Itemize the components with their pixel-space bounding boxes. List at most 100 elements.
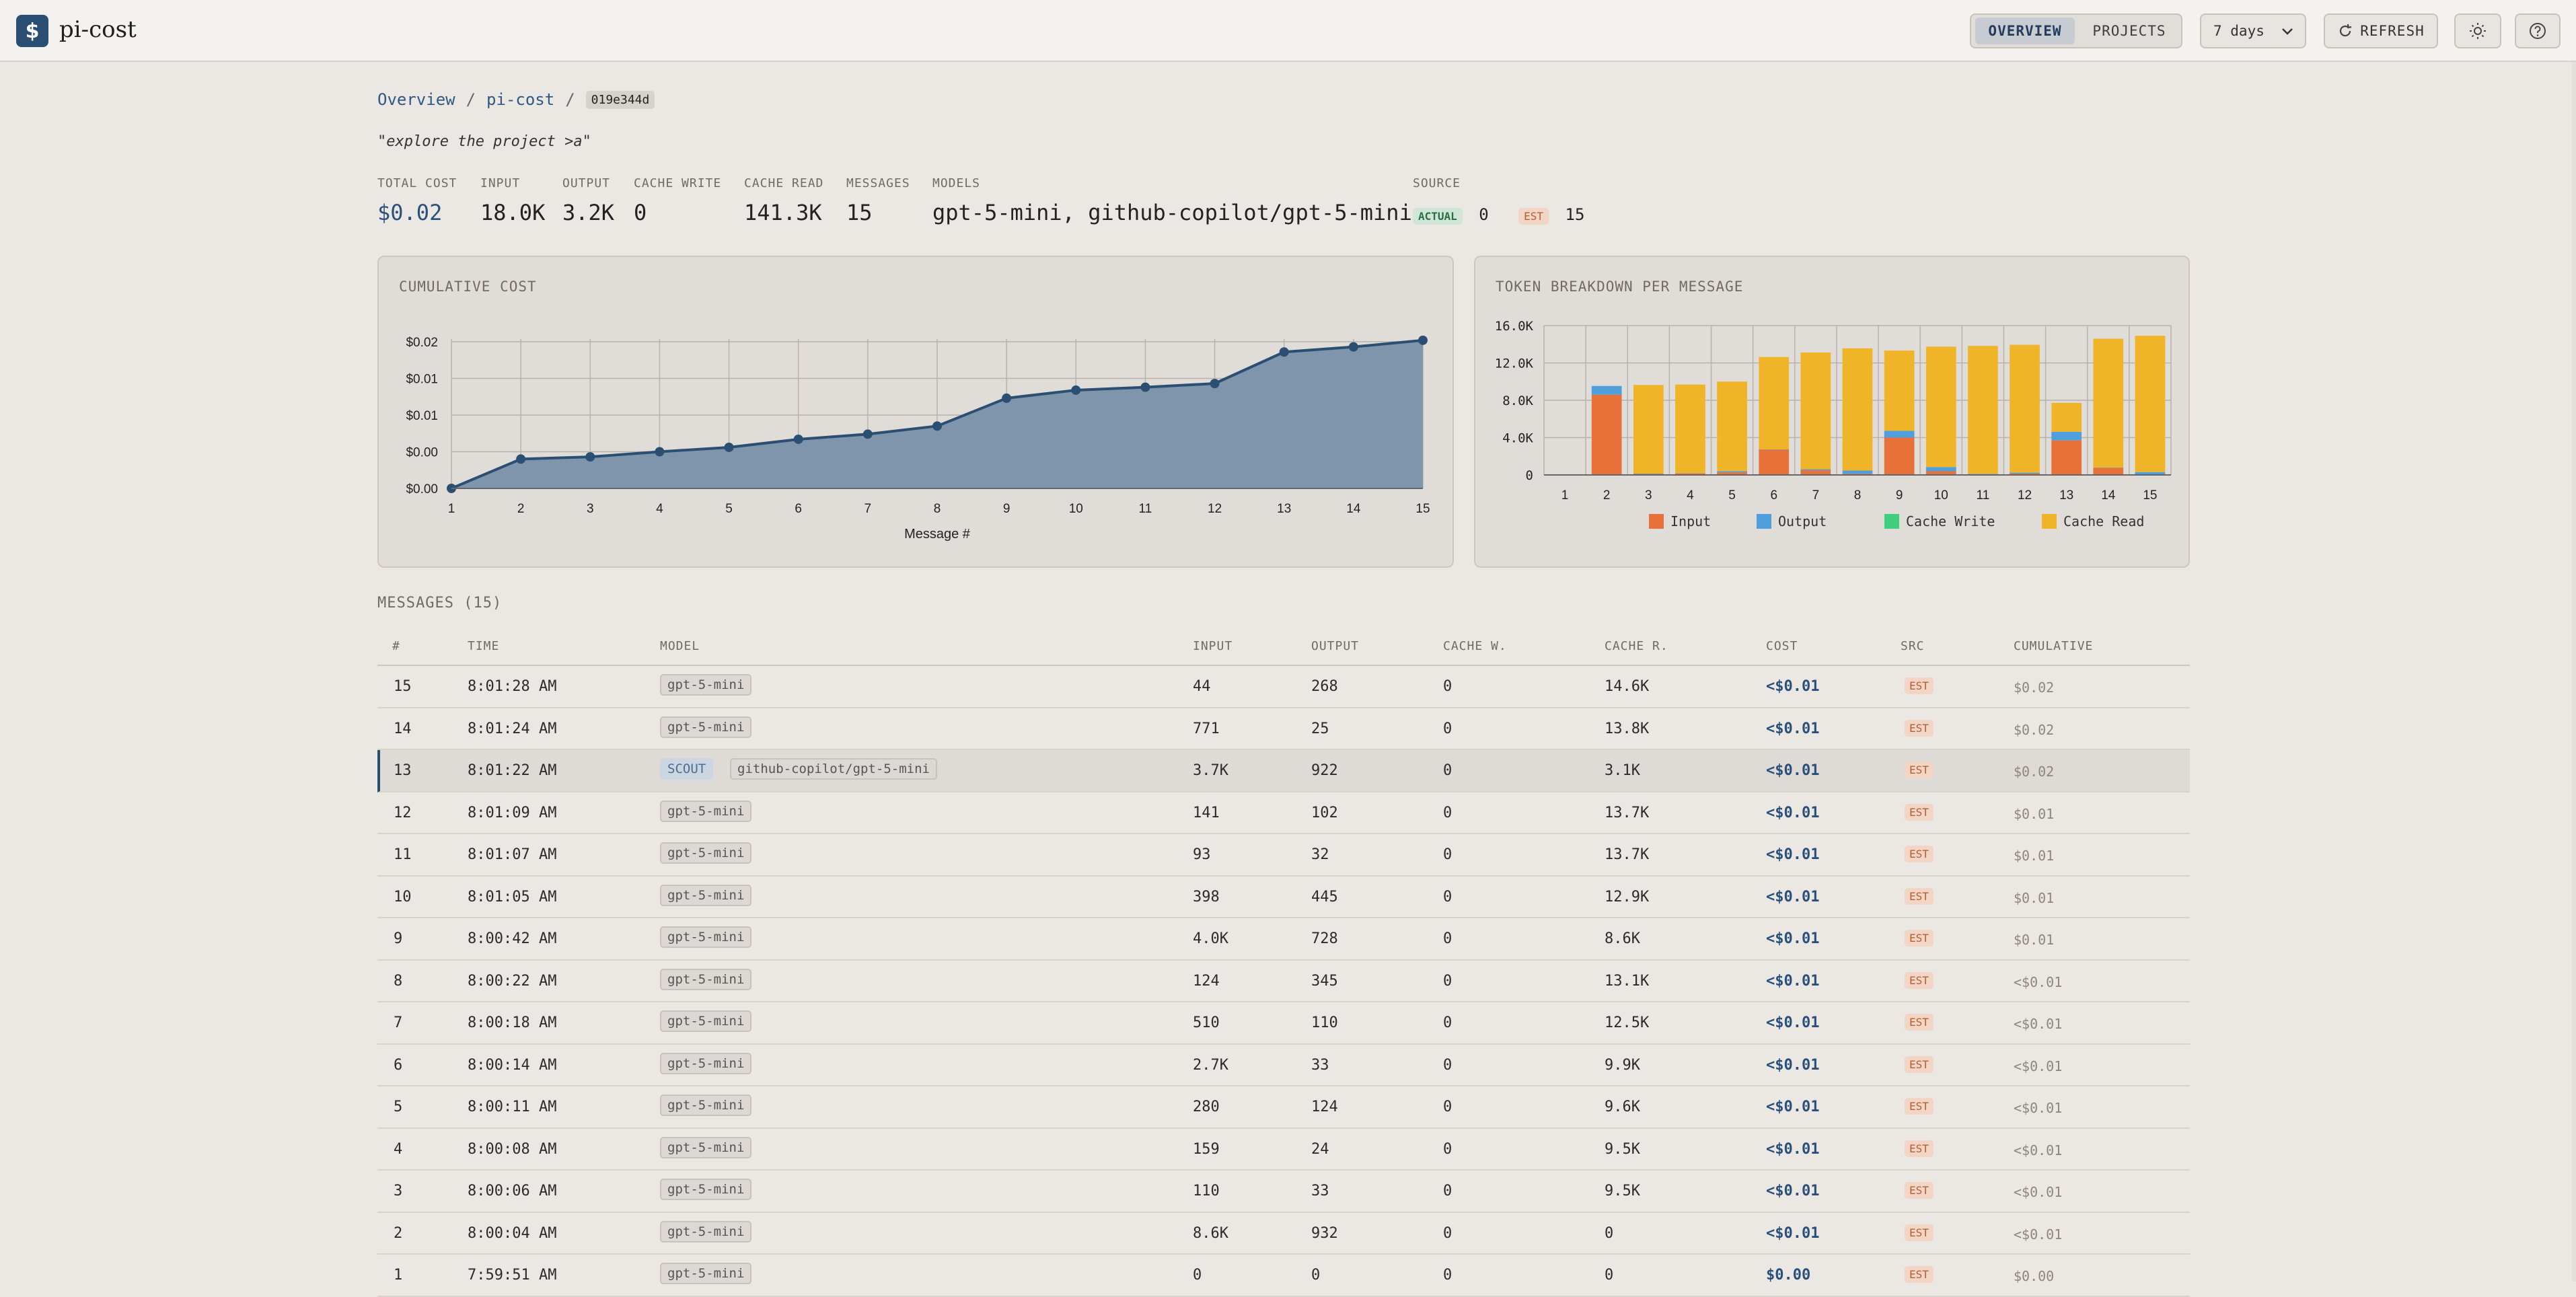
breadcrumb-project[interactable]: pi-cost <box>486 90 554 109</box>
bar-segment-input[interactable] <box>2093 468 2123 475</box>
cost-point[interactable] <box>863 429 873 439</box>
col-header-time[interactable]: TIME <box>468 639 499 653</box>
col-header-src[interactable]: SRC <box>1901 639 1925 653</box>
bar-segment-cache-read[interactable] <box>1884 350 1915 431</box>
row-src: EST <box>1905 1224 1934 1240</box>
row-src: EST <box>1905 845 1934 862</box>
bar-segment-input[interactable] <box>2051 441 2082 475</box>
cost-point[interactable] <box>516 454 525 464</box>
bar-segment-cache-read[interactable] <box>1926 346 1956 467</box>
cost-point[interactable] <box>794 435 803 444</box>
col-header-cost[interactable]: COST <box>1766 639 1798 653</box>
cost-point[interactable] <box>1280 347 1289 357</box>
row-cache-read: 13.7K <box>1605 805 1649 821</box>
bar-segment-cache-read[interactable] <box>2051 403 2082 432</box>
legend-label[interactable]: Cache Write <box>1906 513 1995 529</box>
cost-point[interactable] <box>1071 385 1080 395</box>
stat-label: OUTPUT <box>562 176 614 190</box>
cost-point[interactable] <box>932 421 942 431</box>
cost-point[interactable] <box>1140 383 1150 392</box>
col-header-cumulative[interactable]: CUMULATIVE <box>2014 639 2093 653</box>
help-button[interactable] <box>2515 13 2561 48</box>
row-index: 12 <box>394 805 412 821</box>
est-badge: EST <box>1905 762 1934 778</box>
bar-segment-cache-read[interactable] <box>1968 346 1998 474</box>
legend-label[interactable]: Output <box>1778 513 1827 529</box>
bar-segment-output[interactable] <box>1717 471 1747 472</box>
legend-label[interactable]: Cache Read <box>2063 513 2144 529</box>
model-chip: gpt-5-mini <box>660 1137 751 1158</box>
bar-segment-cache-read[interactable] <box>2135 336 2166 472</box>
bar-segment-output[interactable] <box>1843 470 1873 474</box>
row-output: 728 <box>1311 930 1338 947</box>
bar-segment-input[interactable] <box>1800 470 1831 475</box>
row-cache-write: 0 <box>1443 805 1452 821</box>
bar-segment-cache-read[interactable] <box>1675 385 1705 474</box>
bar-segment-output[interactable] <box>2051 432 2082 441</box>
time-range-value: 7 days <box>2213 23 2265 39</box>
bar-segment-output[interactable] <box>1884 431 1915 437</box>
theme-toggle-button[interactable] <box>2454 13 2501 48</box>
time-range-select[interactable]: 7 days <box>2200 13 2306 48</box>
bar-segment-input[interactable] <box>1884 438 1915 476</box>
cost-point[interactable] <box>585 452 595 461</box>
row-cache-read: 9.9K <box>1605 1057 1640 1074</box>
app-name[interactable]: pi-cost <box>59 16 137 43</box>
col-header-input[interactable]: INPUT <box>1193 639 1232 653</box>
row-cumulative: $0.00 <box>2014 1268 2054 1284</box>
row-index: 6 <box>394 1057 402 1074</box>
row-input: 398 <box>1193 889 1220 905</box>
cost-point[interactable] <box>655 447 664 457</box>
legend-label[interactable]: Input <box>1670 513 1711 529</box>
model-chip: gpt-5-mini <box>660 1221 751 1243</box>
bar-segment-output[interactable] <box>2010 473 2040 474</box>
bar-segment-output[interactable] <box>1926 467 1956 471</box>
bar-segment-output[interactable] <box>1592 386 1622 395</box>
bar-segment-output[interactable] <box>1800 469 1831 470</box>
bar-segment-cache-read[interactable] <box>1759 357 1789 449</box>
app-logo-icon[interactable]: $ <box>16 15 48 47</box>
cost-point[interactable] <box>1210 379 1220 388</box>
breadcrumb-overview[interactable]: Overview <box>377 90 455 109</box>
col-header-output[interactable]: OUTPUT <box>1311 639 1359 653</box>
bar-segment-cache-read[interactable] <box>1843 348 1873 471</box>
refresh-button[interactable]: REFRESH <box>2324 13 2438 48</box>
tab-overview[interactable]: OVERVIEW <box>1975 17 2075 44</box>
bar-segment-cache-read[interactable] <box>1717 381 1747 471</box>
col-header-model[interactable]: MODEL <box>660 639 700 653</box>
col-header-cache-read[interactable]: CACHE R. <box>1605 639 1668 653</box>
bar-segment-input[interactable] <box>1592 395 1622 475</box>
cost-point[interactable] <box>1349 342 1358 352</box>
bar-segment-cache-read[interactable] <box>1633 385 1664 474</box>
bar-segment-output[interactable] <box>2135 472 2166 475</box>
row-cost: <$0.01 <box>1766 762 1819 779</box>
page-scrollbar[interactable] <box>2572 62 2576 1282</box>
cost-point[interactable] <box>1418 336 1428 345</box>
bar-segment-input[interactable] <box>1759 450 1789 475</box>
row-index: 11 <box>394 846 412 863</box>
cost-point[interactable] <box>725 443 734 452</box>
bar-segment-cache-read[interactable] <box>2010 345 2040 473</box>
row-index: 2 <box>394 1225 402 1242</box>
col-header-index[interactable]: # <box>392 639 400 653</box>
tab-projects[interactable]: PROJECTS <box>2079 17 2180 44</box>
bar-segment-cache-read[interactable] <box>2093 338 2123 467</box>
bar-segment-cache-read[interactable] <box>1800 353 1831 469</box>
col-header-cache-write[interactable]: CACHE W. <box>1443 639 1507 653</box>
cost-point[interactable] <box>1002 394 1011 403</box>
